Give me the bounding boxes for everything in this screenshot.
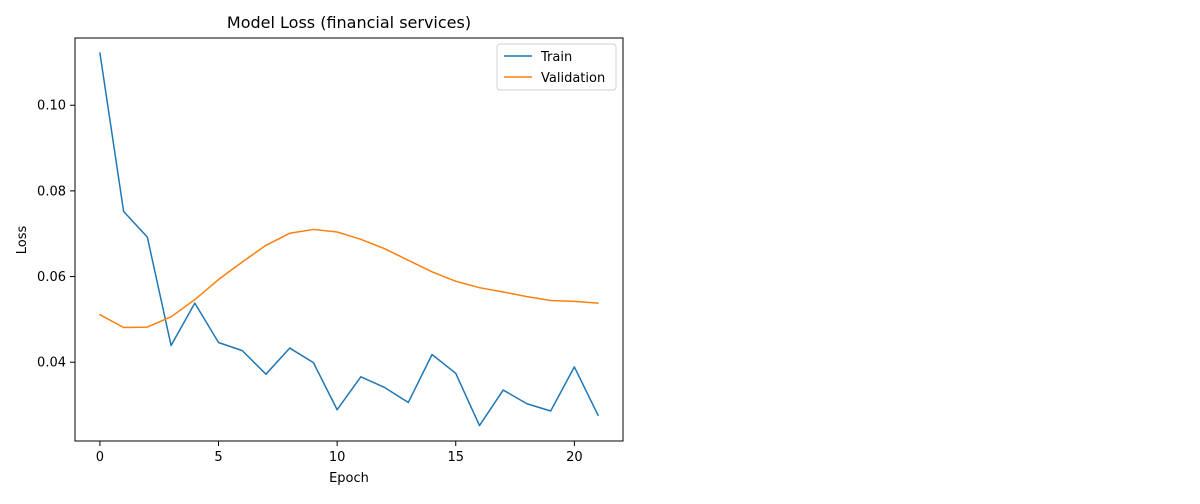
x-tick-label: 20 (566, 450, 583, 465)
x-tick-label: 10 (329, 450, 346, 465)
plot-frame (74, 37, 624, 442)
y-tick-label: 0.04 (37, 356, 66, 371)
plot-area (99, 52, 599, 427)
chart-title: Model Loss (financial services) (227, 13, 471, 32)
legend-label-validation: Validation (541, 71, 605, 86)
x-axis: 0 5 10 15 20 (96, 441, 583, 465)
y-tick-label: 0.08 (37, 184, 66, 199)
series-line-validation (99, 228, 599, 329)
legend-label-train: Train (540, 50, 572, 65)
y-tick-label: 0.10 (37, 99, 66, 114)
x-tick-label: 0 (96, 450, 104, 465)
y-axis-title: Loss (15, 226, 30, 255)
y-axis: 0.04 0.06 0.08 0.10 (37, 99, 75, 371)
y-tick-label: 0.06 (37, 270, 66, 285)
x-tick-label: 5 (214, 450, 222, 465)
x-tick-label: 15 (447, 450, 464, 465)
legend: Train Validation (496, 43, 617, 91)
series-line-train (99, 52, 599, 427)
x-axis-title: Epoch (329, 471, 369, 486)
